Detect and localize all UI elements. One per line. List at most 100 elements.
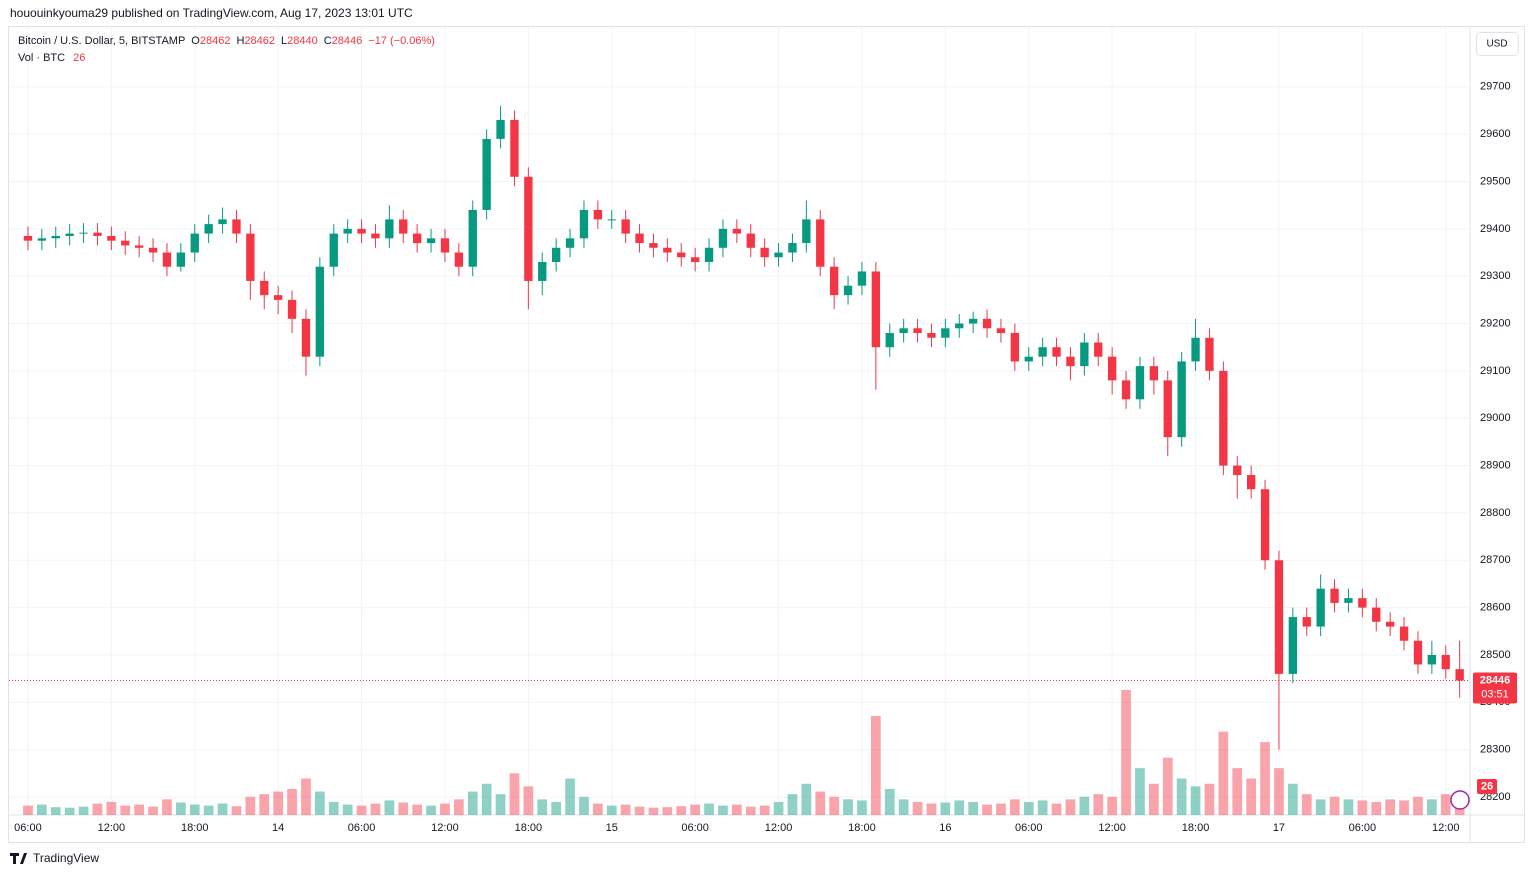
candle-body bbox=[871, 271, 881, 348]
brand-logo: TradingView bbox=[10, 851, 99, 865]
candle-body bbox=[482, 138, 491, 210]
candle-body bbox=[996, 328, 1006, 334]
volume-bar bbox=[898, 799, 909, 815]
candle-body bbox=[454, 252, 464, 267]
candle-body bbox=[246, 233, 255, 281]
legend-key: L bbox=[281, 35, 287, 47]
candle-body bbox=[941, 328, 950, 338]
candle-body bbox=[788, 243, 797, 253]
candle-body bbox=[802, 219, 811, 244]
volume-bar bbox=[245, 796, 256, 815]
candle-body bbox=[607, 219, 616, 221]
volume-bar bbox=[1274, 768, 1284, 815]
candle-body bbox=[148, 247, 158, 253]
candle-body bbox=[565, 238, 575, 248]
volume-bar bbox=[1246, 778, 1257, 815]
volume-bar bbox=[1218, 731, 1229, 815]
volume-bar bbox=[1190, 786, 1201, 815]
volume-bar bbox=[912, 801, 923, 815]
symbol-legend: Bitcoin / U.S. Dollar, 5, BITSTAMP O28462… bbox=[18, 35, 435, 47]
y-tick-label: 29400 bbox=[1480, 223, 1511, 235]
legend-key: C bbox=[324, 35, 332, 47]
candle-body bbox=[1010, 333, 1020, 362]
candle-body bbox=[1149, 366, 1159, 381]
candle-body bbox=[857, 271, 867, 286]
candle-body bbox=[760, 247, 769, 258]
volume-bar bbox=[801, 783, 812, 815]
volume-bar bbox=[426, 805, 436, 815]
candle-body bbox=[885, 333, 894, 348]
x-tick-label: 06:00 bbox=[681, 822, 709, 834]
candle-body bbox=[107, 235, 116, 241]
volume-bar bbox=[370, 803, 381, 815]
volume-bar bbox=[92, 803, 103, 815]
candle-body bbox=[1260, 489, 1270, 561]
volume-bar bbox=[551, 801, 562, 815]
volume-bar bbox=[440, 803, 450, 815]
candle-body bbox=[51, 235, 60, 239]
legend-value: 28462 bbox=[200, 35, 231, 47]
candle-body bbox=[843, 285, 853, 296]
candle-body bbox=[1191, 337, 1200, 362]
candle-body bbox=[496, 119, 505, 139]
candle-body bbox=[93, 232, 102, 236]
currency-button[interactable] bbox=[1476, 32, 1519, 56]
volume-bar bbox=[676, 806, 687, 815]
candle-body bbox=[1246, 475, 1256, 490]
volume-bar bbox=[1329, 796, 1340, 815]
candle-body bbox=[1121, 380, 1131, 400]
candle-body bbox=[510, 119, 519, 177]
candle-body bbox=[468, 209, 477, 267]
volume-last: 26 bbox=[73, 52, 85, 64]
volume-bar bbox=[759, 805, 770, 815]
grid bbox=[9, 27, 1470, 815]
volume-bar bbox=[259, 794, 270, 815]
candle-body bbox=[718, 228, 728, 248]
candle-body bbox=[301, 318, 311, 357]
candle-body bbox=[955, 323, 964, 329]
x-tick-label: 12:00 bbox=[98, 822, 126, 834]
candle-body bbox=[1385, 621, 1395, 627]
volume-bar bbox=[1037, 800, 1048, 815]
candle-body bbox=[1274, 560, 1284, 674]
volume-bar bbox=[1399, 800, 1409, 815]
legend-key: H bbox=[236, 35, 244, 47]
candle-body bbox=[134, 245, 144, 248]
y-tick-label: 29300 bbox=[1480, 270, 1511, 282]
y-tick-label: 28300 bbox=[1480, 744, 1511, 756]
volume-bar bbox=[148, 806, 158, 815]
candle-body bbox=[829, 266, 839, 296]
currency-label[interactable]: USD bbox=[1486, 39, 1507, 50]
x-tick-label: 17 bbox=[1273, 822, 1285, 834]
candle-body bbox=[1399, 626, 1409, 641]
x-tick-label: 12:00 bbox=[1098, 822, 1126, 834]
volume-bar bbox=[523, 786, 534, 815]
candle-body bbox=[385, 219, 394, 239]
logo-mark bbox=[10, 853, 27, 864]
candle-body bbox=[176, 252, 186, 267]
volume-bar bbox=[1065, 799, 1076, 815]
candle-body bbox=[1205, 337, 1214, 371]
candle-body bbox=[232, 219, 241, 234]
volume-bar bbox=[1162, 757, 1173, 815]
candle-body bbox=[1107, 356, 1117, 381]
volume-bar bbox=[162, 799, 172, 815]
candle-body bbox=[1066, 356, 1075, 367]
volume-bar bbox=[78, 806, 89, 815]
candle-body bbox=[1233, 465, 1242, 476]
alert-icon[interactable] bbox=[1450, 790, 1470, 810]
last-price-box bbox=[1473, 672, 1517, 704]
volume-bar bbox=[606, 805, 617, 815]
candle-body bbox=[315, 266, 325, 357]
candle-body bbox=[1177, 361, 1186, 438]
candle-body bbox=[649, 243, 658, 248]
volume-bar bbox=[495, 794, 506, 815]
y-tick-label: 29100 bbox=[1480, 365, 1511, 377]
volume-bar bbox=[398, 802, 409, 815]
volume-bar bbox=[134, 804, 145, 815]
legend-change: −17 (−0.06%) bbox=[368, 35, 435, 47]
candle-body bbox=[1288, 617, 1298, 674]
y-tick-label: 28500 bbox=[1480, 649, 1511, 661]
